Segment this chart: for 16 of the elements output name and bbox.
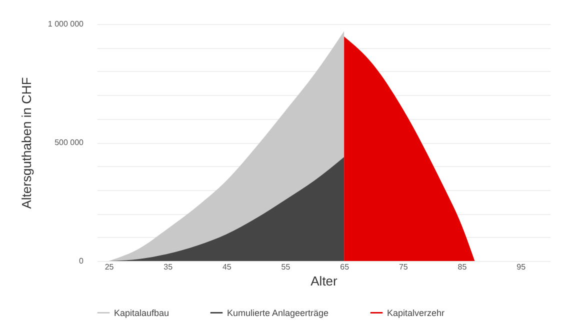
- y-tick-label: 0: [79, 256, 84, 266]
- x-tick-label: 55: [281, 262, 291, 272]
- x-tick-label: 35: [164, 262, 174, 272]
- y-axis-title: Altersguthaben in CHF: [18, 77, 34, 209]
- x-tick-label: 65: [340, 262, 350, 272]
- y-tick-label: 1 000 000: [48, 20, 84, 28]
- x-tick-label: 85: [458, 262, 468, 272]
- legend-label: Kumulierte Anlageerträge: [227, 308, 329, 318]
- y-tick-label: 500 000: [54, 138, 84, 147]
- x-tick-label: 45: [222, 262, 232, 272]
- x-tick-label: 25: [104, 262, 114, 272]
- x-tick-label: 75: [398, 262, 408, 272]
- legend-label: Kapitalverzehr: [387, 308, 445, 318]
- x-axis-title: Alter: [310, 274, 338, 288]
- legend-label: Kapitalaufbau: [114, 308, 170, 318]
- x-tick-label: 95: [516, 262, 526, 272]
